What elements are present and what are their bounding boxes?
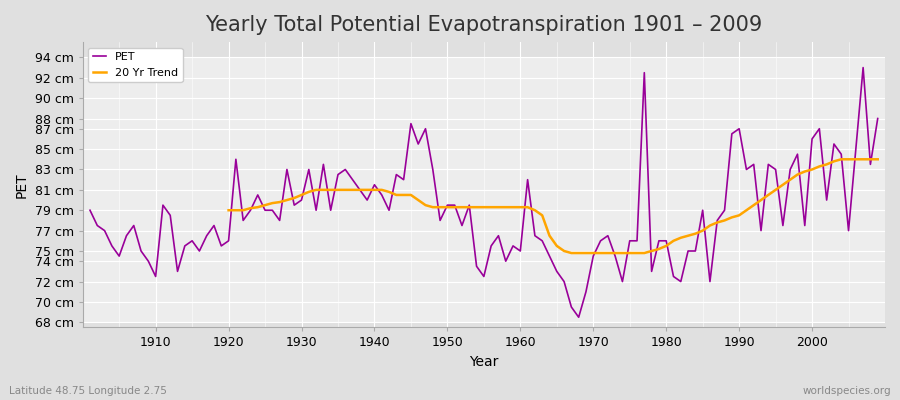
Y-axis label: PET: PET (15, 172, 29, 198)
Bar (83, 190, 885, 210)
Bar (83, 98, 885, 118)
PET (858, 65, 868, 70)
Bar (83, 78, 885, 98)
PET (143, 259, 154, 264)
20 Yr Trend (858, 157, 868, 162)
Bar (83, 231, 885, 251)
Line: 20 Yr Trend: 20 Yr Trend (229, 159, 878, 253)
20 Yr Trend (683, 233, 694, 238)
Bar (83, 261, 885, 282)
X-axis label: Year: Year (469, 355, 499, 369)
Legend: PET, 20 Yr Trend: PET, 20 Yr Trend (88, 48, 183, 82)
PET (85, 208, 95, 213)
PET (515, 248, 526, 253)
PET (303, 167, 314, 172)
20 Yr Trend (566, 251, 577, 256)
Bar (83, 118, 885, 129)
Bar (83, 129, 885, 149)
Line: PET: PET (90, 68, 878, 317)
20 Yr Trend (223, 208, 234, 213)
20 Yr Trend (836, 157, 847, 162)
Text: worldspecies.org: worldspecies.org (803, 386, 891, 396)
Text: Latitude 48.75 Longitude 2.75: Latitude 48.75 Longitude 2.75 (9, 386, 166, 396)
Bar (83, 149, 885, 170)
Bar (83, 57, 885, 78)
PET (347, 177, 358, 182)
Bar (83, 251, 885, 261)
PET (609, 254, 620, 258)
20 Yr Trend (770, 188, 781, 192)
Title: Yearly Total Potential Evapotranspiration 1901 – 2009: Yearly Total Potential Evapotranspiratio… (205, 15, 762, 35)
Bar (83, 170, 885, 190)
20 Yr Trend (785, 177, 796, 182)
Bar (83, 302, 885, 322)
20 Yr Trend (872, 157, 883, 162)
20 Yr Trend (420, 203, 431, 208)
20 Yr Trend (310, 188, 321, 192)
PET (573, 315, 584, 320)
Bar (83, 282, 885, 302)
PET (872, 116, 883, 121)
PET (508, 244, 518, 248)
Bar (83, 210, 885, 231)
